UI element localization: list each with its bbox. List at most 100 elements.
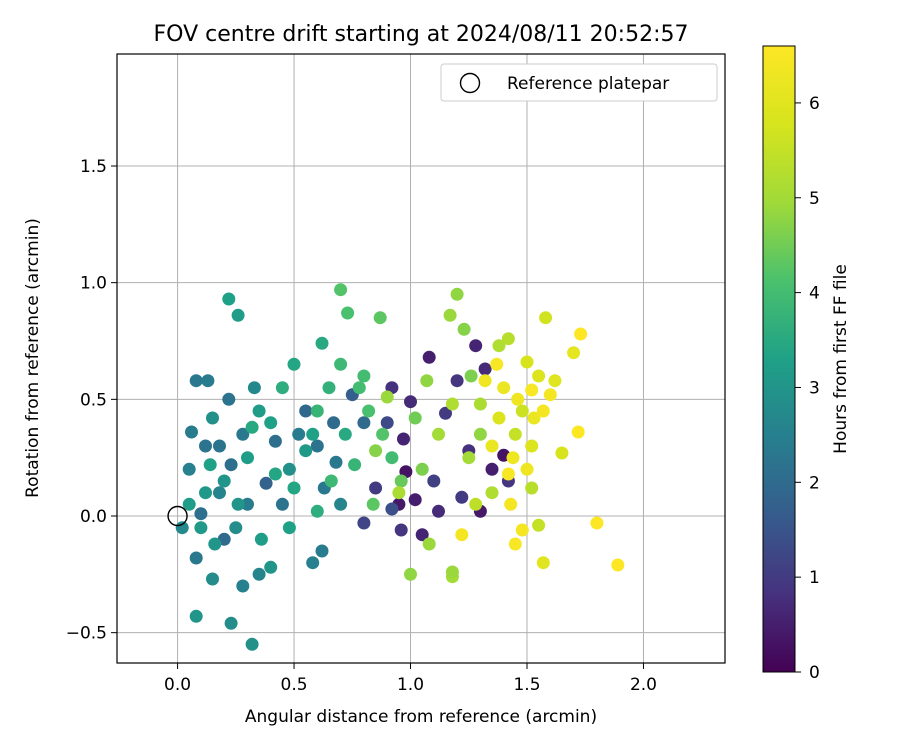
y-tick-label: 1.5 [80, 157, 107, 177]
data-point [469, 339, 483, 353]
data-point [306, 427, 320, 441]
data-point [373, 311, 387, 325]
data-point [450, 287, 464, 301]
data-point [229, 521, 243, 535]
data-point [199, 486, 212, 500]
data-point [327, 416, 341, 430]
x-axis-label: Angular distance from reference (arcmin) [245, 707, 597, 727]
data-point [282, 462, 296, 476]
data-point [420, 374, 434, 388]
data-point [555, 446, 569, 460]
data-point [264, 416, 278, 430]
data-point [473, 397, 487, 411]
x-tick-label: 1.5 [513, 675, 540, 695]
colorbar-tick-label: 3 [809, 378, 820, 398]
data-point [380, 390, 394, 404]
data-point [394, 474, 408, 488]
data-point [329, 455, 343, 469]
data-point [203, 458, 217, 472]
data-point [536, 404, 550, 418]
data-point [182, 497, 196, 511]
data-point [485, 439, 499, 453]
data-point [548, 374, 562, 388]
data-point [369, 444, 383, 458]
colorbar-gradient [762, 45, 796, 673]
data-point [422, 350, 436, 364]
data-point [527, 411, 541, 425]
data-point [501, 467, 515, 481]
data-point [362, 404, 376, 418]
data-point [182, 462, 196, 476]
data-point [397, 432, 410, 446]
data-point [404, 395, 417, 409]
data-point [532, 518, 546, 532]
data-point [432, 427, 445, 441]
data-point [385, 502, 399, 516]
data-point [525, 481, 539, 495]
data-point [189, 374, 203, 388]
data-point [334, 357, 348, 371]
data-point [492, 339, 506, 353]
data-point [348, 458, 362, 472]
data-point [306, 556, 320, 570]
data-point [455, 490, 469, 504]
data-point [245, 637, 259, 651]
data-point [352, 381, 366, 395]
colorbar-tick-label: 5 [809, 189, 820, 209]
data-point [315, 544, 329, 558]
data-point [241, 451, 254, 465]
y-axis-label: Rotation from reference (arcmin) [23, 218, 43, 498]
data-point [201, 374, 215, 388]
data-point [264, 560, 278, 574]
data-point [492, 411, 506, 425]
data-point [520, 355, 534, 369]
data-point [464, 369, 478, 383]
colorbar-tick-label: 1 [809, 568, 820, 588]
y-tick-label: −0.5 [66, 624, 107, 644]
colorbar-tick-label: 2 [809, 473, 820, 493]
data-point [213, 439, 226, 453]
data-point [478, 374, 492, 388]
data-point [590, 516, 604, 530]
colorbar-label: Hours from first FF file [831, 264, 851, 454]
data-point [427, 474, 441, 488]
data-point [357, 516, 371, 530]
plot-frame [116, 53, 726, 664]
data-point [392, 486, 406, 500]
data-point [450, 374, 464, 388]
reference-marker [167, 505, 188, 527]
data-point [567, 346, 581, 360]
data-point [445, 397, 459, 411]
data-point [245, 420, 259, 434]
data-point [217, 474, 231, 488]
data-point [504, 497, 518, 511]
data-point [315, 336, 329, 350]
data-point [539, 311, 553, 325]
data-point [366, 497, 380, 511]
data-point [462, 451, 476, 465]
reference-point [167, 505, 188, 527]
data-point [445, 565, 459, 579]
data-point [194, 521, 208, 535]
x-tick-label: 1.0 [397, 675, 424, 695]
data-point [334, 497, 348, 511]
data-point [241, 497, 254, 511]
data-point [224, 616, 238, 630]
data-point [455, 528, 469, 542]
data-point [357, 369, 371, 383]
legend: Reference platepar [440, 63, 718, 102]
colorbar-tick-label: 4 [809, 284, 820, 304]
data-point [376, 427, 390, 441]
data-point [287, 481, 301, 495]
data-point [252, 567, 266, 581]
data-point [334, 283, 348, 297]
data-point [189, 609, 203, 623]
data-point [532, 369, 546, 383]
y-tick-label: 0.0 [80, 507, 107, 527]
data-point [310, 439, 324, 453]
legend-label: Reference platepar [507, 74, 669, 94]
data-point [231, 497, 245, 511]
data-point [385, 451, 399, 465]
data-point [185, 425, 198, 439]
